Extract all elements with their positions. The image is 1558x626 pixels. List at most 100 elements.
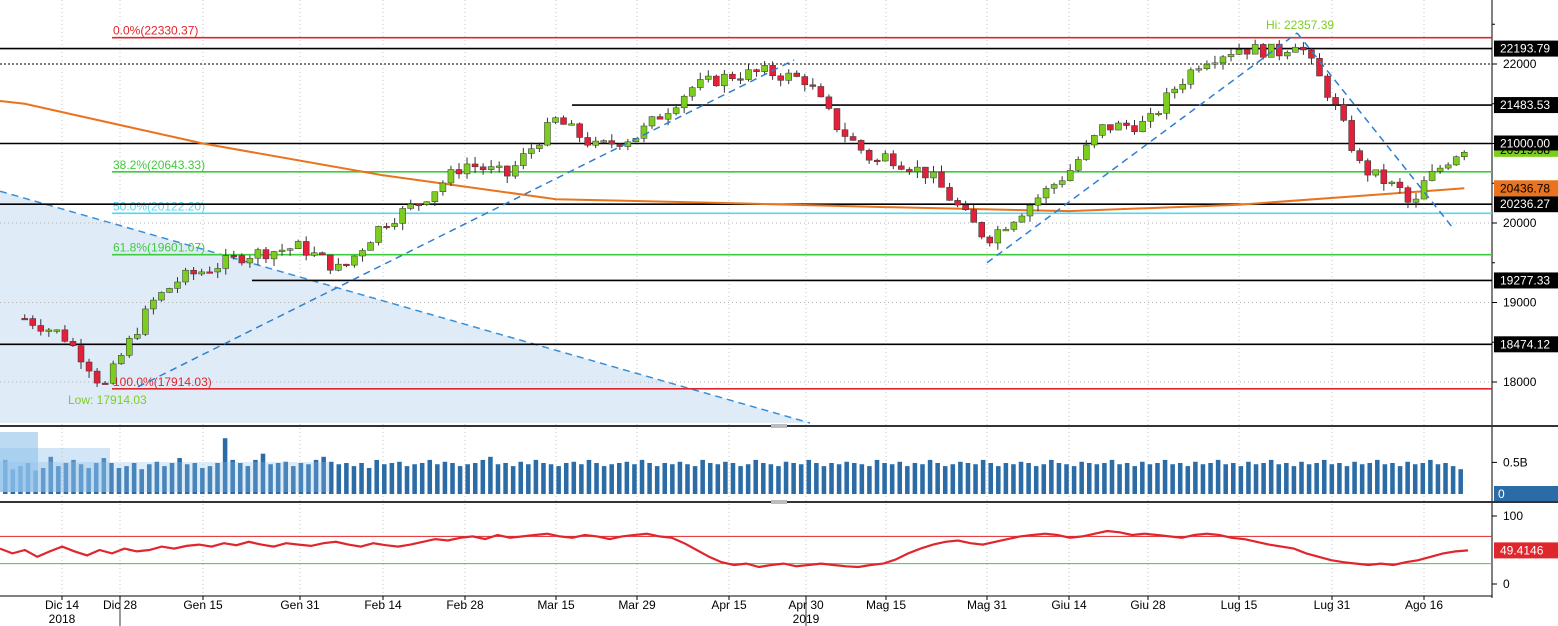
- volume-bar: [184, 464, 190, 494]
- panel-resize-handle: [771, 500, 787, 504]
- candle-down: [809, 84, 817, 87]
- candle-up: [286, 248, 294, 251]
- candle-down: [1364, 160, 1371, 176]
- candle-down: [817, 86, 825, 98]
- candle-down: [383, 226, 390, 229]
- volume-bar: [328, 461, 334, 494]
- volume-bar: [753, 459, 758, 494]
- volume-bar: [662, 463, 668, 494]
- trendline-descending: [0, 190, 811, 424]
- candle-down: [729, 73, 736, 80]
- candle-up: [351, 255, 358, 266]
- volume-bar: [488, 456, 493, 494]
- candle-down: [1340, 104, 1347, 121]
- fibonacci-level-label: 100.0%(17914.03): [113, 375, 212, 389]
- candle-up: [126, 338, 133, 356]
- volume-bar: [723, 461, 728, 494]
- volume-bar: [1352, 461, 1357, 494]
- volume-bar: [836, 464, 842, 494]
- volume-bar: [1003, 463, 1009, 494]
- x-tick-label: Mar 15: [537, 598, 575, 612]
- volume-bar: [245, 466, 251, 494]
- trendline-ascending: [137, 59, 795, 388]
- volume-bar: [237, 463, 243, 494]
- x-tick-label: Apr 15: [711, 598, 747, 612]
- candle-up: [294, 241, 302, 249]
- volume-bar: [1102, 463, 1107, 494]
- volume-bar: [617, 463, 622, 494]
- candle-up: [1203, 63, 1211, 69]
- candle-up: [53, 329, 61, 332]
- volume-bar: [1344, 466, 1350, 494]
- candle-up: [761, 65, 768, 72]
- candle-down: [793, 72, 801, 77]
- volume-bar: [1359, 464, 1365, 494]
- volume-bar: [336, 464, 342, 494]
- candle-up: [1235, 49, 1243, 55]
- volume-bar: [798, 464, 804, 494]
- ma-value-text: 20436.78: [1500, 181, 1550, 195]
- low-annotation: Low: 17914.03: [68, 393, 147, 407]
- candle-up: [1461, 151, 1468, 157]
- high-annotation: Hi: 22357.39: [1266, 18, 1334, 32]
- y-tick-label: 19000: [1503, 296, 1537, 310]
- candle-down: [1123, 122, 1130, 126]
- candle-up: [1179, 83, 1187, 90]
- candle-up: [1050, 184, 1058, 189]
- candle-up: [721, 73, 728, 87]
- candle-down: [962, 204, 969, 211]
- candle-up: [680, 95, 688, 109]
- candle-up: [423, 201, 431, 205]
- volume-bar: [844, 461, 849, 494]
- volume-bar: [632, 464, 637, 494]
- volume-bar: [260, 453, 266, 494]
- volume-bar: [518, 461, 524, 494]
- volume-bar: [1215, 459, 1221, 494]
- volume-bar: [745, 464, 751, 494]
- volume-bar: [647, 463, 652, 494]
- x-tick-label: Lug 15: [1221, 598, 1258, 612]
- fibonacci-level-label: 61.8%(19601.07): [113, 241, 205, 255]
- candle-up: [1058, 180, 1066, 185]
- candle-down: [849, 136, 857, 141]
- volume-bar: [806, 459, 812, 494]
- candle-up: [1444, 164, 1452, 169]
- volume-bar: [874, 459, 880, 494]
- candle-up: [463, 163, 471, 175]
- volume-bar: [78, 464, 84, 494]
- level-value-text: 22193.79: [1500, 42, 1550, 56]
- level-value-text: 18474.12: [1500, 337, 1550, 351]
- x-tick-label: Feb 28: [446, 598, 484, 612]
- volume-bar: [1458, 469, 1463, 494]
- volume-bar: [563, 463, 569, 494]
- candle-up: [648, 116, 656, 127]
- candle-up: [375, 226, 382, 243]
- volume-bar: [1223, 464, 1228, 494]
- volume-bar: [859, 464, 865, 494]
- candle-up: [1412, 198, 1420, 203]
- candle-down: [29, 318, 37, 326]
- candle-down: [206, 271, 213, 274]
- volume-bar: [374, 459, 379, 494]
- candle-up: [1163, 92, 1170, 114]
- volume-bar: [116, 467, 122, 494]
- volume-bar: [1337, 463, 1342, 494]
- volume-bar: [222, 438, 228, 494]
- volume-bar: [465, 464, 470, 494]
- candle-down: [656, 116, 664, 120]
- candle-down: [825, 96, 833, 109]
- candle-up: [142, 308, 149, 335]
- volume-bar: [412, 464, 417, 494]
- candle-up: [1251, 44, 1259, 55]
- volume-bar: [86, 467, 91, 494]
- volume-bar: [40, 467, 46, 494]
- volume-bar: [761, 463, 766, 494]
- volume-bar: [594, 463, 599, 494]
- volume-bar: [654, 466, 660, 494]
- candle-up: [166, 288, 173, 293]
- volume-bar: [1314, 463, 1319, 494]
- fibonacci-level-label: 38.2%(20643.33): [113, 158, 205, 172]
- volume-bar: [867, 466, 872, 494]
- volume-bar: [1246, 461, 1251, 494]
- candle-up: [182, 269, 189, 283]
